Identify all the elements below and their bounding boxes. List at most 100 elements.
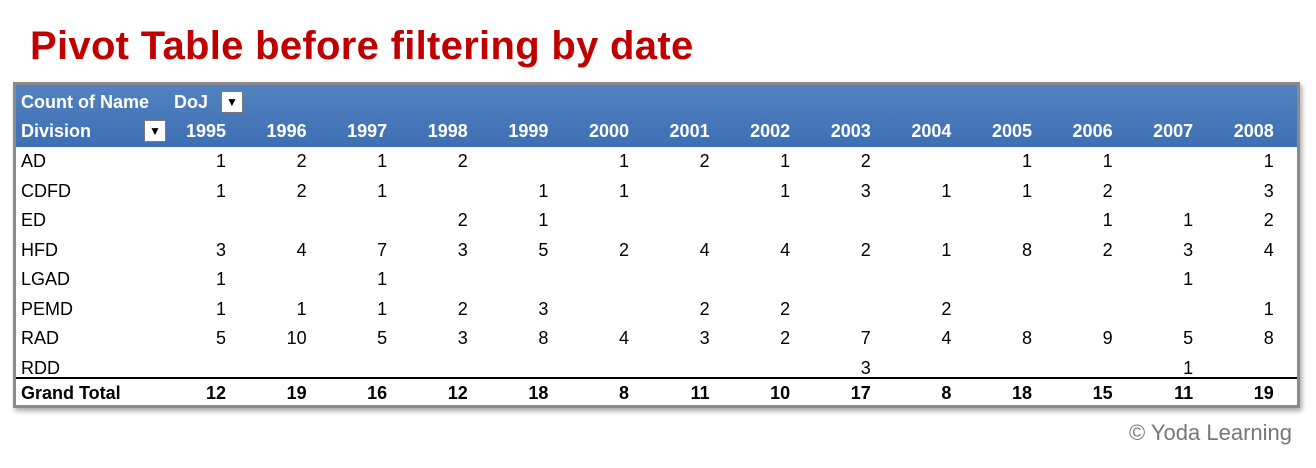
pivot-body: AD 1 2 1 2 1 2 1 2 1 1 1 CDFD 1 2 1 1 1 1 3 1 1 2 3 ED 2 1 1 1 2 HFD 3 4… (16, 147, 1297, 383)
pivot-header-row-values: Count of Name DoJ ▼ (16, 88, 1297, 116)
column-header-year: 2008 (1233, 121, 1274, 141)
pivot-table: Count of Name DoJ ▼ Division ▼ 1995 1996 1… (13, 82, 1300, 408)
table-cell: 1 (780, 180, 791, 201)
row-label: ED (21, 210, 47, 230)
table-cell: 2 (457, 298, 468, 319)
table-cell: 1 (538, 180, 549, 201)
value-field-label: Count of Name (21, 92, 149, 112)
table-cell: 3 (1183, 239, 1194, 260)
table-cell: 5 (538, 239, 549, 260)
table-cell: 1 (215, 298, 226, 319)
table-row: HFD 3 4 7 3 5 2 4 4 2 1 8 2 3 4 (16, 236, 1297, 266)
table-cell: 1 (1021, 151, 1032, 171)
table-cell: 2 (780, 298, 791, 319)
table-cell: 3 (538, 298, 549, 319)
column-header-year: 1997 (347, 121, 388, 141)
table-cell: 5 (215, 328, 226, 348)
table-cell: 1 (618, 151, 629, 171)
grand-total-cell: 17 (850, 383, 871, 403)
table-cell: 2 (780, 328, 791, 348)
column-header-year: 1999 (508, 121, 549, 141)
grand-total-cell: 15 (1092, 383, 1113, 403)
table-cell: 3 (215, 239, 226, 260)
table-row: RDD 3 1 (16, 354, 1297, 384)
column-header-year: 2007 (1153, 121, 1194, 141)
page-title: Pivot Table before filtering by date (30, 24, 694, 68)
table-cell: 5 (1183, 328, 1194, 348)
grand-total-cell: 11 (1174, 383, 1194, 403)
table-cell: 2 (296, 151, 307, 171)
table-cell: 1 (296, 298, 307, 319)
table-cell: 7 (860, 328, 871, 348)
table-cell: 1 (618, 180, 629, 201)
table-cell: 1 (377, 151, 388, 171)
table-row: LGAD 1 1 1 (16, 265, 1297, 295)
table-row: RAD 5 10 5 3 8 4 3 2 7 4 8 9 5 8 (16, 324, 1297, 354)
table-cell: 8 (1021, 239, 1032, 260)
table-cell: 3 (860, 180, 871, 201)
table-row: CDFD 1 2 1 1 1 1 3 1 1 2 3 (16, 177, 1297, 207)
grand-total-label: Grand Total (21, 383, 121, 403)
table-cell: 1 (1263, 298, 1274, 319)
table-cell: 1 (1102, 210, 1113, 230)
column-field-label: DoJ (174, 92, 209, 112)
table-cell: 1 (377, 269, 388, 289)
table-row: PEMD 1 1 1 2 3 2 2 2 1 (16, 295, 1297, 325)
row-label: AD (21, 151, 47, 171)
table-cell: 2 (941, 298, 952, 319)
pivot-header: Count of Name DoJ ▼ Division ▼ 1995 1996 1… (16, 85, 1297, 147)
table-cell: 3 (860, 357, 871, 378)
column-header-year: 1998 (427, 121, 468, 141)
row-field-label: Division (21, 121, 92, 141)
table-cell: 1 (1263, 151, 1274, 171)
table-cell: 1 (215, 151, 226, 171)
table-cell: 8 (538, 328, 549, 348)
column-header-year: 1996 (266, 121, 307, 141)
table-cell: 1 (538, 210, 549, 230)
row-filter-dropdown[interactable]: ▼ (144, 120, 166, 142)
column-header-year: 2002 (750, 121, 791, 141)
grand-total-cell: 11 (690, 383, 710, 403)
grand-total-cell: 16 (367, 383, 388, 403)
table-cell: 2 (699, 298, 710, 319)
table-cell: 4 (699, 239, 710, 260)
column-header-year: 1995 (185, 121, 226, 141)
pivot-header-row-columns: Division ▼ 1995 1996 1997 1998 1999 2000 2001 2… (16, 117, 1297, 145)
table-cell: 2 (1102, 180, 1113, 201)
table-cell: 1 (1021, 180, 1032, 201)
grand-total-cell: 19 (1253, 383, 1274, 403)
table-cell: 2 (457, 210, 468, 230)
grand-total-cell: 8 (941, 383, 952, 403)
table-cell: 1 (215, 180, 226, 201)
table-cell: 5 (377, 328, 388, 348)
table-cell: 1 (941, 180, 952, 201)
grand-total-cell: 19 (286, 383, 307, 403)
table-cell: 1 (377, 180, 388, 201)
table-cell: 3 (457, 328, 468, 348)
table-cell: 4 (941, 328, 952, 348)
table-cell: 1 (215, 269, 226, 289)
column-header-year: 2006 (1072, 121, 1113, 141)
row-label: HFD (21, 239, 58, 260)
column-filter-dropdown[interactable]: ▼ (221, 91, 243, 113)
table-cell: 8 (1263, 328, 1274, 348)
grand-total-cell: 10 (770, 383, 791, 403)
table-cell: 4 (780, 239, 791, 260)
table-cell: 9 (1102, 328, 1113, 348)
table-cell: 1 (1183, 210, 1194, 230)
column-header-year: 2003 (830, 121, 871, 141)
table-cell: 3 (699, 328, 710, 348)
table-cell: 1 (1183, 357, 1194, 378)
table-cell: 2 (296, 180, 307, 201)
table-cell: 10 (286, 328, 307, 348)
table-cell: 2 (1102, 239, 1113, 260)
table-cell: 4 (1263, 239, 1274, 260)
table-cell: 2 (618, 239, 629, 260)
column-header-year: 2000 (588, 121, 629, 141)
table-cell: 3 (457, 239, 468, 260)
row-label: RAD (21, 328, 60, 348)
table-cell: 1 (941, 239, 952, 260)
row-label: LGAD (21, 269, 71, 289)
grand-total-row: Grand Total 12 19 16 12 18 8 11 10 17 8 18 15 11 19 (16, 377, 1297, 407)
table-cell: 2 (457, 151, 468, 171)
